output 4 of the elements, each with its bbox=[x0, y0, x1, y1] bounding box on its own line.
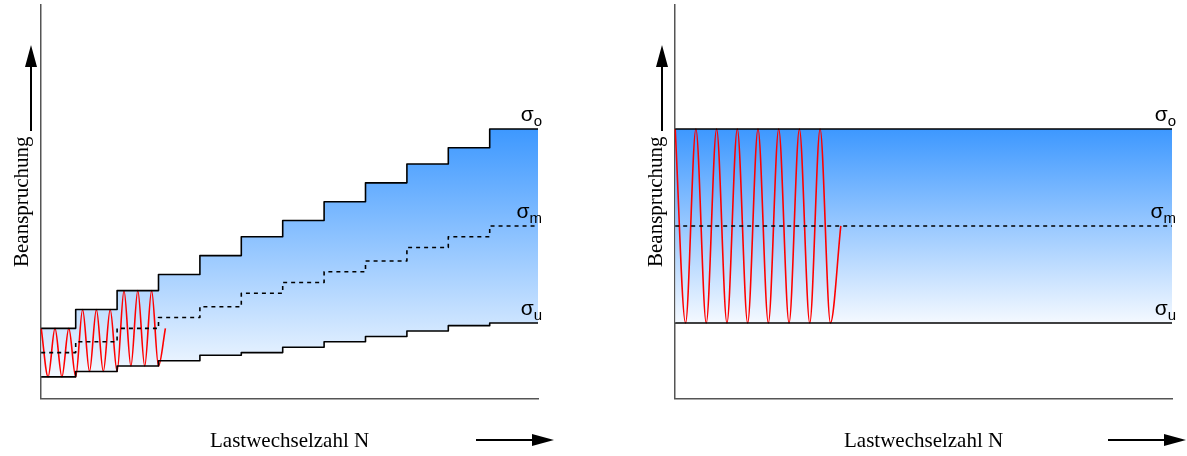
x-axis-title: Lastwechselzahl N bbox=[210, 427, 370, 452]
y-axis-title: Beanspruchung bbox=[9, 135, 34, 268]
y-axis-title: Beanspruchung bbox=[643, 135, 668, 268]
x-axis-title: Lastwechselzahl N bbox=[844, 427, 1004, 452]
